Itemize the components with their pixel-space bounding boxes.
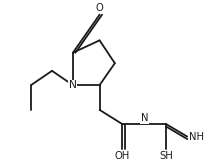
- Text: N: N: [69, 80, 77, 90]
- Text: OH: OH: [115, 151, 130, 161]
- Text: NH: NH: [189, 132, 204, 141]
- Text: O: O: [96, 3, 103, 13]
- Text: SH: SH: [159, 151, 173, 161]
- Text: N: N: [141, 113, 148, 123]
